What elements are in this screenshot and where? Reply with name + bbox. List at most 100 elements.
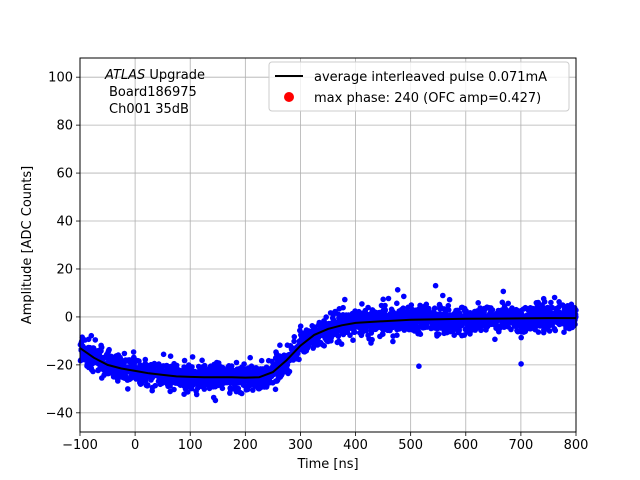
sample-point bbox=[572, 308, 578, 314]
sample-point bbox=[404, 308, 410, 315]
sample-point bbox=[291, 338, 297, 345]
sample-point bbox=[250, 367, 257, 373]
sample-point bbox=[188, 365, 194, 372]
sample-point bbox=[442, 307, 449, 313]
sample-point bbox=[331, 321, 338, 328]
sample-point bbox=[545, 322, 551, 329]
sample-point bbox=[121, 375, 128, 382]
sample-point bbox=[567, 303, 574, 309]
sample-point bbox=[277, 342, 283, 349]
sample-point bbox=[405, 304, 411, 311]
sample-point bbox=[218, 364, 224, 370]
sample-point bbox=[380, 296, 387, 303]
sample-point bbox=[116, 372, 123, 379]
sample-point bbox=[321, 321, 328, 327]
sample-point bbox=[133, 376, 139, 382]
sample-point bbox=[436, 305, 443, 312]
sample-point bbox=[434, 333, 440, 339]
sample-point bbox=[258, 379, 265, 386]
sample-point bbox=[134, 371, 141, 378]
sample-point bbox=[561, 304, 568, 310]
sample-point bbox=[171, 367, 177, 373]
sample-point bbox=[527, 326, 534, 332]
sample-point bbox=[247, 354, 253, 361]
sample-point bbox=[371, 325, 377, 331]
sample-point bbox=[173, 362, 180, 369]
sample-point bbox=[500, 288, 507, 295]
sample-point bbox=[423, 301, 430, 308]
sample-point bbox=[216, 377, 222, 384]
sample-point bbox=[534, 304, 540, 310]
y-axis: −40 −20 0 20 40 60 80 100 bbox=[46, 71, 80, 421]
sample-point bbox=[382, 307, 389, 313]
sample-point bbox=[561, 329, 567, 336]
sample-point bbox=[222, 379, 229, 386]
sample-point bbox=[509, 319, 516, 326]
sample-point bbox=[540, 329, 547, 336]
legend-box bbox=[268, 61, 570, 112]
sample-point bbox=[107, 356, 113, 362]
sample-point bbox=[472, 327, 479, 333]
sample-point bbox=[299, 347, 306, 353]
sample-point bbox=[210, 394, 217, 401]
y-tick-label: 40 bbox=[56, 215, 73, 230]
sample-point bbox=[80, 355, 87, 362]
sample-point bbox=[192, 368, 198, 375]
sample-point bbox=[286, 368, 293, 375]
sample-point bbox=[518, 361, 524, 367]
y-tick-label: 60 bbox=[56, 167, 73, 182]
sample-point bbox=[79, 337, 85, 344]
sample-point bbox=[336, 306, 343, 312]
sample-point bbox=[193, 388, 199, 394]
y-tick-label: 100 bbox=[48, 71, 73, 86]
sample-point bbox=[312, 324, 318, 331]
sample-point bbox=[494, 324, 501, 331]
sample-point bbox=[258, 357, 265, 364]
y-tick-label: 20 bbox=[56, 262, 73, 277]
sample-point bbox=[330, 317, 337, 323]
sample-point bbox=[87, 360, 94, 367]
y-tick-label: −40 bbox=[46, 406, 73, 421]
y-tick-label: 80 bbox=[56, 119, 73, 134]
sample-point bbox=[411, 323, 418, 330]
sample-point bbox=[336, 315, 342, 321]
x-tick-label: 800 bbox=[564, 438, 589, 453]
sample-point bbox=[181, 357, 188, 364]
sample-point bbox=[388, 306, 395, 313]
sample-point bbox=[429, 322, 436, 328]
sample-point bbox=[159, 377, 165, 384]
sample-point bbox=[350, 337, 356, 344]
sample-point bbox=[389, 324, 396, 331]
sample-point bbox=[376, 322, 382, 328]
sample-point bbox=[98, 342, 104, 349]
y-axis-label: Amplitude [ADC Counts] bbox=[20, 166, 35, 324]
sample-point bbox=[548, 299, 554, 306]
sample-point bbox=[499, 299, 506, 306]
sample-point bbox=[382, 302, 388, 309]
sample-point bbox=[265, 366, 271, 373]
sample-point bbox=[446, 296, 453, 303]
sample-point bbox=[409, 306, 416, 313]
sample-point bbox=[297, 323, 304, 330]
legend-marker-swatch bbox=[284, 92, 294, 102]
sample-point bbox=[508, 326, 514, 333]
sample-point bbox=[205, 371, 212, 378]
sample-point bbox=[234, 380, 240, 386]
sample-point bbox=[455, 329, 462, 336]
sample-point bbox=[242, 369, 248, 376]
sample-point bbox=[569, 317, 576, 324]
sample-point bbox=[111, 354, 118, 361]
average-line bbox=[79, 317, 576, 379]
y-tick-label: −20 bbox=[46, 358, 73, 373]
sample-point bbox=[420, 309, 427, 316]
sample-point bbox=[189, 354, 196, 360]
sample-point bbox=[273, 351, 280, 358]
sample-point bbox=[481, 323, 487, 329]
x-tick-label: 500 bbox=[398, 438, 423, 453]
sample-point bbox=[562, 317, 568, 324]
sample-point bbox=[395, 313, 402, 319]
sample-point bbox=[546, 328, 553, 334]
sample-point bbox=[227, 380, 234, 386]
sample-point bbox=[452, 320, 458, 326]
sample-point bbox=[559, 312, 565, 319]
